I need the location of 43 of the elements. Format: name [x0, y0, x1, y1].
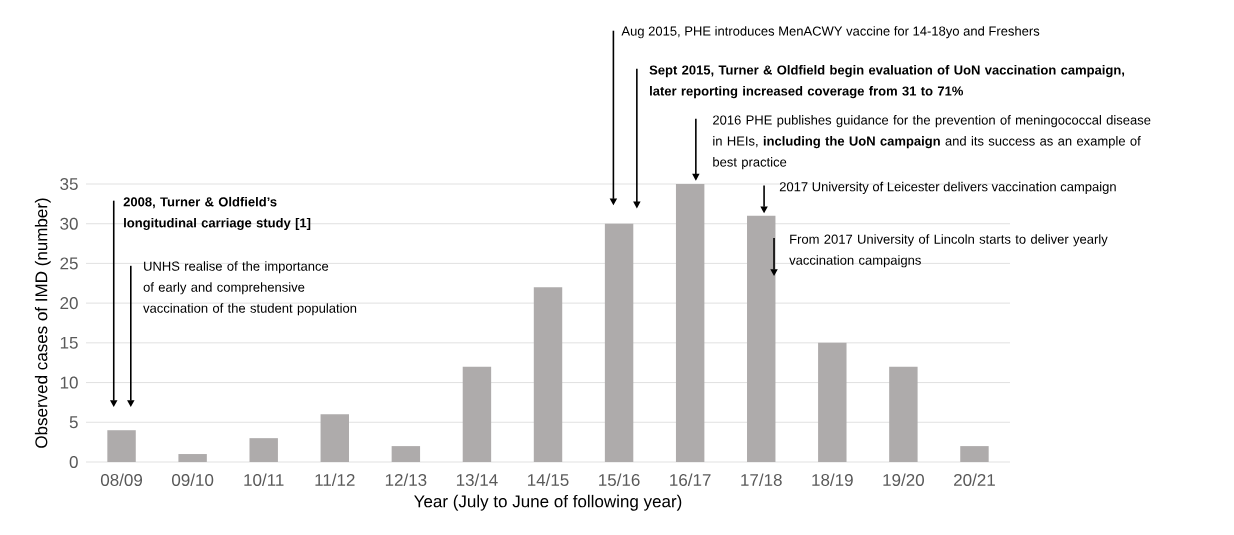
- bar: [391, 446, 421, 462]
- bar: [249, 438, 278, 462]
- x-tick-label: 13/14: [456, 473, 498, 487]
- bar: [178, 454, 207, 462]
- bar: [533, 287, 563, 462]
- y-tick-label: 5: [69, 416, 78, 429]
- x-tick-label: 20/21: [954, 473, 995, 487]
- bar: [818, 342, 847, 462]
- bar: [462, 366, 492, 462]
- y-tick-label: 10: [60, 376, 78, 389]
- x-tick-label: 18/19: [812, 473, 853, 487]
- y-tick-label: 15: [60, 336, 78, 349]
- x-axis-title: Year (July to June of following year): [414, 494, 682, 511]
- bar: [675, 183, 705, 462]
- bar: [747, 215, 776, 462]
- x-tick-label: 14/15: [528, 473, 569, 487]
- annotation: From 2017 University of Lincoln starts to deliver yearly vaccination campaigns: [789, 234, 1108, 268]
- text: Sept 2015, Turner & Oldfield begin evaluation of UoN vaccination campaign, later reporting increased coverage from 31 to 71%: [649, 65, 1125, 99]
- x-tick-label: 08/09: [100, 473, 143, 487]
- y-tick-label: 20: [60, 297, 78, 310]
- annotation: 2008, Turner & Oldfield’s longitudinal carriage study [1]: [123, 196, 311, 231]
- bar: [604, 223, 634, 462]
- text: Aug 2015, PHE introduces MenACWY vaccine for 14-18yo and Freshers: [621, 26, 1040, 39]
- y-axis-title: Observed cases of IMD (number): [34, 198, 51, 448]
- x-tick-label: 12/13: [385, 473, 427, 487]
- annotation: UNHS realise of the importance of early and comprehensive vaccination of the student population: [143, 261, 357, 316]
- y-tick-label: 30: [60, 217, 78, 230]
- bar: [320, 414, 349, 462]
- bar: [107, 430, 136, 462]
- y-tick-label: 0: [69, 455, 78, 469]
- x-tick-label: 17/18: [741, 473, 782, 487]
- x-tick-label: 16/17: [670, 473, 711, 487]
- x-tick-label: 15/16: [599, 473, 640, 487]
- text: 2016 PHE publishes guidance for the prevention of meningococcal disease in HEIs, including the UoN campaign and its success as an example of best practice: [713, 115, 1151, 170]
- x-tick-label: 10/11: [244, 473, 284, 487]
- y-tick-label: 35: [60, 177, 78, 191]
- bar: [889, 366, 918, 462]
- y-tick-label: 25: [60, 257, 78, 270]
- annotation: 2017 University of Leicester delivers vaccination campaign: [779, 181, 1116, 194]
- x-tick-label: 09/10: [172, 473, 214, 487]
- bar: [960, 446, 989, 462]
- x-tick-label: 19/20: [883, 473, 924, 487]
- x-tick-label: 11/12: [315, 473, 355, 487]
